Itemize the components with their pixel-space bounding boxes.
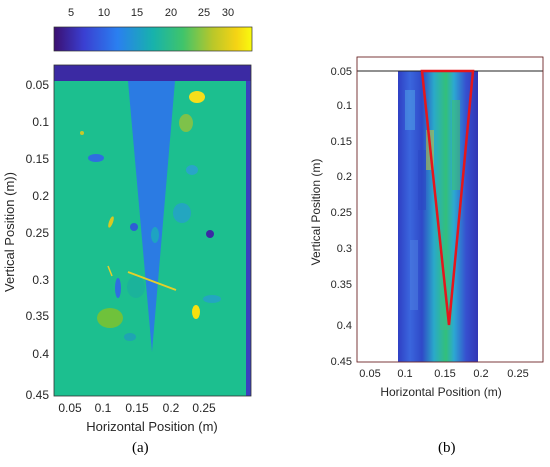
- ytick-label: 0.25: [26, 226, 50, 240]
- panel-a-right-strip: [246, 81, 251, 396]
- xtick-label: 0.25: [507, 368, 528, 380]
- ytick-label: 0.05: [331, 66, 352, 78]
- ytick-label: 0.3: [337, 243, 352, 255]
- panel-b-red-outline: [420, 69, 475, 326]
- panel-b: 0.05 0.1 0.15 0.2 0.25 0.3 0.35 0.4 0.45…: [309, 56, 544, 399]
- texture-patch: [410, 240, 418, 310]
- xtick-label: 0.15: [434, 368, 455, 380]
- ytick-label: 0.2: [337, 171, 352, 183]
- panel-a-caption: (a): [132, 440, 149, 456]
- inclusion: [108, 216, 114, 228]
- inclusion: [115, 278, 121, 298]
- panel-a-cone: [128, 81, 175, 352]
- inclusion-streak: [107, 265, 113, 277]
- inclusion: [173, 203, 191, 223]
- panel-b-xticks: 0.05 0.1 0.15 0.2 0.25: [359, 368, 528, 380]
- colorbar-tick-label: 10: [98, 7, 110, 19]
- panel-b-caption: (b): [438, 440, 456, 456]
- texture-patch: [452, 100, 460, 190]
- panel-b-xlabel: Horizontal Position (m): [380, 385, 501, 399]
- inclusion: [151, 227, 159, 243]
- inclusion: [189, 91, 205, 103]
- panel-a-ylabel: Vertical Position (m)): [2, 172, 17, 292]
- ytick-label: 0.35: [331, 279, 352, 291]
- panel-a-inclusions: [80, 91, 221, 341]
- colorbar-ticks: 5 10 15 20 25 30: [68, 7, 234, 19]
- xtick-label: 0.05: [58, 401, 82, 415]
- colorbar-tick-label: 25: [198, 7, 210, 19]
- ytick-label: 0.35: [26, 309, 50, 323]
- colorbar-tick-label: 5: [68, 7, 74, 19]
- inclusion: [127, 276, 145, 298]
- ytick-label: 0.05: [26, 78, 50, 92]
- panel-b-axes-box: [356, 56, 544, 363]
- colorbar-tick-label: 20: [165, 7, 177, 19]
- inclusion: [80, 131, 84, 135]
- xtick-label: 0.2: [163, 401, 180, 415]
- panel-a-xticks: 0.05 0.1 0.15 0.2 0.25: [58, 401, 216, 415]
- panel-a-axes-box: [53, 64, 252, 397]
- panel-a-top-band: [54, 65, 251, 81]
- ytick-label: 0.3: [32, 273, 49, 287]
- panel-b-ylabel: Vertical Position (m): [309, 159, 323, 266]
- ytick-label: 0.45: [331, 356, 352, 368]
- colorbar-tick-label: 30: [222, 7, 234, 19]
- inclusion: [186, 165, 198, 175]
- xtick-label: 0.25: [192, 401, 216, 415]
- xtick-label: 0.15: [125, 401, 149, 415]
- colorbar: 5 10 15 20 25 30: [53, 7, 253, 52]
- xtick-label: 0.1: [95, 401, 112, 415]
- inclusion: [203, 295, 221, 303]
- panel-a-yticks: 0.05 0.1 0.15 0.2 0.25 0.3 0.35 0.4 0.45: [26, 78, 50, 402]
- inclusion: [88, 154, 104, 162]
- ytick-label: 0.4: [337, 320, 352, 332]
- ytick-label: 0.15: [26, 152, 50, 166]
- texture-patch: [418, 150, 426, 210]
- texture-patch: [405, 90, 415, 130]
- ytick-label: 0.2: [32, 189, 49, 203]
- colorbar-gradient: [53, 26, 253, 52]
- inclusion: [206, 230, 214, 238]
- inclusion: [192, 305, 200, 319]
- inclusion: [130, 223, 138, 231]
- panel-a-xlabel: Horizontal Position (m): [86, 419, 218, 434]
- inclusion: [124, 333, 136, 341]
- ytick-label: 0.15: [331, 136, 352, 148]
- ytick-label: 0.45: [26, 388, 50, 402]
- inclusion: [179, 114, 193, 132]
- panel-b-yticks: 0.05 0.1 0.15 0.2 0.25 0.3 0.35 0.4 0.45: [331, 66, 352, 368]
- xtick-label: 0.2: [473, 368, 488, 380]
- panel-a: 0.05 0.1 0.15 0.2 0.25 0.3 0.35 0.4 0.45…: [2, 64, 252, 434]
- inclusion: [97, 308, 123, 328]
- inclusion-streak: [127, 271, 177, 291]
- ytick-label: 0.25: [331, 207, 352, 219]
- xtick-label: 0.1: [397, 368, 412, 380]
- ytick-label: 0.1: [337, 100, 352, 112]
- ytick-label: 0.1: [32, 115, 49, 129]
- ytick-label: 0.4: [32, 347, 49, 361]
- colorbar-tick-label: 15: [131, 7, 143, 19]
- xtick-label: 0.05: [359, 368, 380, 380]
